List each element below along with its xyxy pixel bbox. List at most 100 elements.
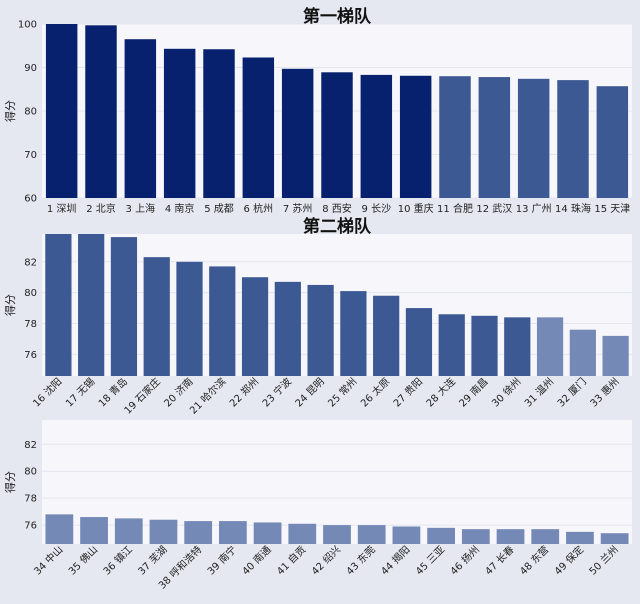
x-tick-label: 6 杭州 <box>244 202 274 215</box>
x-tick-label: 28 大连 <box>423 375 458 410</box>
x-tick-label: 23 宁波 <box>259 375 294 410</box>
x-tick-label: 37 芜湖 <box>135 543 170 578</box>
bar <box>531 529 560 544</box>
bar <box>176 261 203 376</box>
x-tick-label: 34 中山 <box>31 543 66 578</box>
bar <box>566 531 594 544</box>
x-tick-label: 24 昆明 <box>293 376 327 410</box>
x-tick-label: 12 武汉 <box>476 202 512 215</box>
bar <box>340 291 367 376</box>
x-tick-label: 2 北京 <box>86 202 116 215</box>
bar <box>149 519 178 544</box>
bar <box>596 86 629 198</box>
bar <box>253 522 282 544</box>
x-tick-label: 40 南通 <box>239 543 274 578</box>
bar <box>504 317 531 376</box>
x-tick-label: 20 济南 <box>161 375 196 410</box>
y-tick-label: 80 <box>24 288 37 299</box>
x-tick-label: 21 哈尔滨 <box>187 375 229 417</box>
x-tick-label: 9 长沙 <box>362 203 392 215</box>
x-tick-label: 15 天津 <box>594 203 630 215</box>
bar <box>288 523 317 544</box>
x-tick-label: 1 深圳 <box>47 203 77 215</box>
y-tick-label: 90 <box>24 63 37 74</box>
x-tick-label: 14 珠海 <box>555 202 591 215</box>
x-tick-label: 30 徐州 <box>489 375 524 410</box>
bar <box>392 526 421 544</box>
bar <box>281 68 314 199</box>
y-axis-label: 得分 <box>4 471 17 493</box>
bar <box>321 72 353 198</box>
bar <box>602 335 629 376</box>
x-tick-label: 46 扬州 <box>447 543 482 578</box>
x-tick-label: 4 南京 <box>165 202 195 215</box>
x-tick-label: 42 绍兴 <box>309 543 344 578</box>
x-tick-label: 50 兰州 <box>586 543 621 578</box>
y-tick-label: 100 <box>18 20 37 31</box>
y-tick-label: 76 <box>24 521 37 532</box>
x-tick-label: 25 常州 <box>325 375 360 410</box>
chart-title: 第一梯队 <box>303 6 372 27</box>
bar <box>45 24 78 198</box>
x-tick-label: 7 苏州 <box>283 202 313 215</box>
x-tick-label: 26 太原 <box>358 375 393 410</box>
x-tick-label: 3 上海 <box>126 202 156 215</box>
x-tick-label: 29 南昌 <box>456 375 491 410</box>
bar <box>307 284 334 376</box>
bar <box>163 48 196 198</box>
x-tick-label: 11 合肥 <box>437 202 473 215</box>
bar <box>242 57 275 199</box>
bar <box>600 533 629 544</box>
bar <box>357 525 386 544</box>
x-tick-label: 33 惠州 <box>587 375 622 410</box>
y-tick-label: 82 <box>24 257 37 268</box>
bar <box>110 237 138 376</box>
bar <box>78 234 105 376</box>
bar <box>203 49 235 199</box>
x-tick-label: 49 保定 <box>551 543 586 578</box>
bar <box>209 266 236 376</box>
bar <box>184 521 213 544</box>
x-tick-label: 13 广州 <box>516 203 552 215</box>
y-tick-label: 60 <box>24 194 37 205</box>
bar <box>496 529 525 544</box>
bar <box>124 39 157 198</box>
y-axis-label: 得分 <box>4 100 17 122</box>
bar <box>461 529 490 544</box>
bar <box>517 78 550 198</box>
x-tick-label: 45 三亚 <box>414 544 447 577</box>
x-tick-label: 47 长春 <box>483 544 517 578</box>
bar <box>323 525 351 544</box>
x-tick-label: 5 成都 <box>204 203 234 215</box>
bar <box>439 76 471 198</box>
y-tick-label: 80 <box>24 107 37 118</box>
x-tick-label: 48 东营 <box>517 543 552 578</box>
bar <box>478 77 511 198</box>
y-tick-label: 78 <box>24 494 37 505</box>
x-tick-label: 17 无锡 <box>63 375 98 410</box>
x-tick-label: 31 温州 <box>522 376 556 410</box>
x-tick-label: 22 郑州 <box>227 375 262 410</box>
x-tick-label: 35 佛山 <box>66 543 101 578</box>
bar <box>557 80 589 198</box>
bar <box>85 25 117 199</box>
bar <box>45 234 72 376</box>
bar <box>373 295 400 376</box>
x-tick-label: 27 贵阳 <box>390 375 425 410</box>
y-tick-label: 76 <box>24 350 37 361</box>
bar <box>80 517 108 544</box>
y-tick-label: 78 <box>24 319 37 330</box>
y-tick-label: 70 <box>24 150 37 161</box>
bar <box>143 257 170 376</box>
x-tick-label: 18 青岛 <box>95 375 130 410</box>
y-axis-label: 得分 <box>4 294 17 316</box>
bar <box>405 308 433 376</box>
x-tick-label: 39 南宁 <box>204 543 239 578</box>
bar <box>274 281 301 376</box>
x-tick-label: 32 厦门 <box>554 375 589 410</box>
bar <box>569 329 596 376</box>
bar <box>399 75 432 198</box>
